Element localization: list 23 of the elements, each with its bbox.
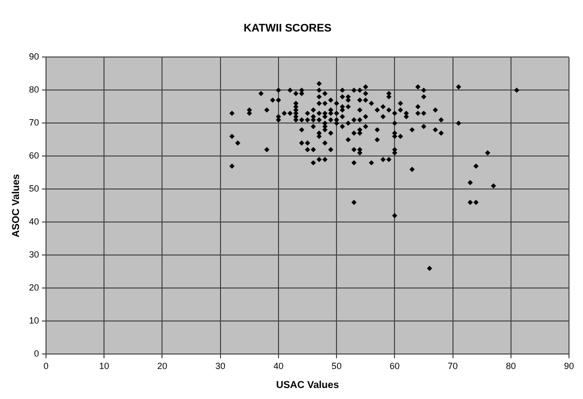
x-axis-title: USAC Values [276, 380, 340, 391]
x-tick-label: 70 [448, 361, 458, 372]
y-axis-title: ASOC Values [10, 174, 22, 238]
x-tick-label: 0 [44, 361, 49, 372]
x-tick-label: 20 [157, 361, 168, 372]
chart-title: KATWII SCORES [244, 22, 332, 35]
y-tick-label: 0 [34, 348, 40, 359]
y-tick-label: 40 [28, 216, 40, 227]
y-tick-label: 20 [28, 282, 40, 293]
x-tick-label: 90 [564, 361, 574, 372]
x-tick-label: 40 [273, 361, 284, 372]
y-tick-label: 60 [28, 150, 40, 161]
y-tick-label: 70 [28, 118, 40, 128]
x-tick-label: 30 [215, 361, 226, 372]
y-tick-label: 90 [28, 52, 40, 62]
x-tick-label: 10 [99, 361, 110, 372]
x-tick-label: 80 [506, 361, 516, 372]
y-tick-label: 80 [28, 84, 40, 95]
x-tick-label: 60 [390, 361, 400, 372]
y-tick-label: 50 [28, 184, 40, 194]
y-tick-label: 30 [28, 250, 40, 260]
y-tick-label: 10 [28, 316, 40, 326]
x-tick-label: 50 [332, 361, 342, 372]
